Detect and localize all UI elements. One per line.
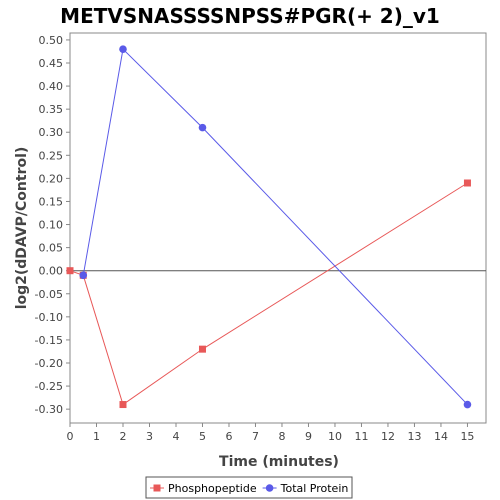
x-tick-label: 6 [225,430,232,443]
legend-label: Total Protein [280,482,349,495]
data-point [79,271,88,280]
data-point [198,123,207,132]
data-point [66,267,74,275]
y-tick-label: 0.10 [39,219,64,232]
x-tick-label: 11 [354,430,368,443]
x-tick-label: 10 [328,430,342,443]
legend-item: Total Protein [262,482,349,495]
x-tick-label: 4 [172,430,179,443]
x-tick-label: 8 [278,430,285,443]
legend-box [145,476,353,499]
x-tick-label: 3 [146,430,153,443]
y-tick-label: 0.25 [39,149,64,162]
plot-area: -0.30 -0.25 -0.20 -0.15 -0.10 -0.05 0.00 0.05 0.… [35,32,487,443]
x-tick-label: 1 [93,430,100,443]
y-tick-label: 0.45 [39,57,64,70]
y-tick-label: 0.35 [39,103,64,116]
y-tick-label: 0.30 [39,126,64,139]
x-tick-label: 9 [305,430,312,443]
data-point [198,345,206,353]
y-tick-label: -0.30 [35,403,63,416]
x-tick-label: 2 [119,430,126,443]
legend-item: Phosphopeptide [150,482,257,495]
x-tick-label: 12 [381,430,395,443]
y-tick-label: -0.15 [35,334,63,347]
y-tick-label: 0.50 [39,34,64,47]
legend-label: Phosphopeptide [168,482,257,495]
y-tick-label: 0.40 [39,80,64,93]
y-tick-label: 0.20 [39,172,64,185]
legend: Phosphopeptide Total Protein [145,476,353,499]
plot-frame [69,32,487,424]
x-tick-label: 15 [460,430,474,443]
legend-circle-icon [265,484,274,492]
data-point [119,45,127,53]
y-tick-label: -0.25 [35,380,63,393]
chart-title: METVSNASSSSNPSS#PGR(+ 2)_v1 [60,4,440,28]
y-tick-label: -0.20 [35,357,63,370]
y-tick-label: 0.00 [39,265,64,278]
x-tick-label: 7 [252,430,259,443]
x-axis-label: Time (minutes) [219,454,339,470]
series-total-protein [79,45,472,409]
series-layer [66,45,472,409]
legend-square-icon [153,484,161,492]
x-tick-label: 0 [67,430,74,443]
x-tick-label: 14 [434,430,448,443]
series-line [82,48,468,405]
x-tick-label: 13 [407,430,421,443]
y-axis: -0.30 -0.25 -0.20 -0.15 -0.10 -0.05 0.00 0.05 0.… [35,34,70,416]
y-axis-label: log2(dDAVP/Control) [14,147,30,310]
data-point [463,179,471,187]
y-tick-label: 0.05 [39,242,64,255]
y-tick-label: 0.15 [39,195,64,208]
data-point [463,400,472,409]
data-point [119,401,127,409]
x-tick-label: 5 [199,430,206,443]
y-tick-label: -0.05 [35,288,63,301]
y-tick-label: -0.10 [35,311,63,324]
x-axis: 0 1 2 3 4 5 6 7 8 9 10 11 12 13 14 15 [67,423,474,443]
